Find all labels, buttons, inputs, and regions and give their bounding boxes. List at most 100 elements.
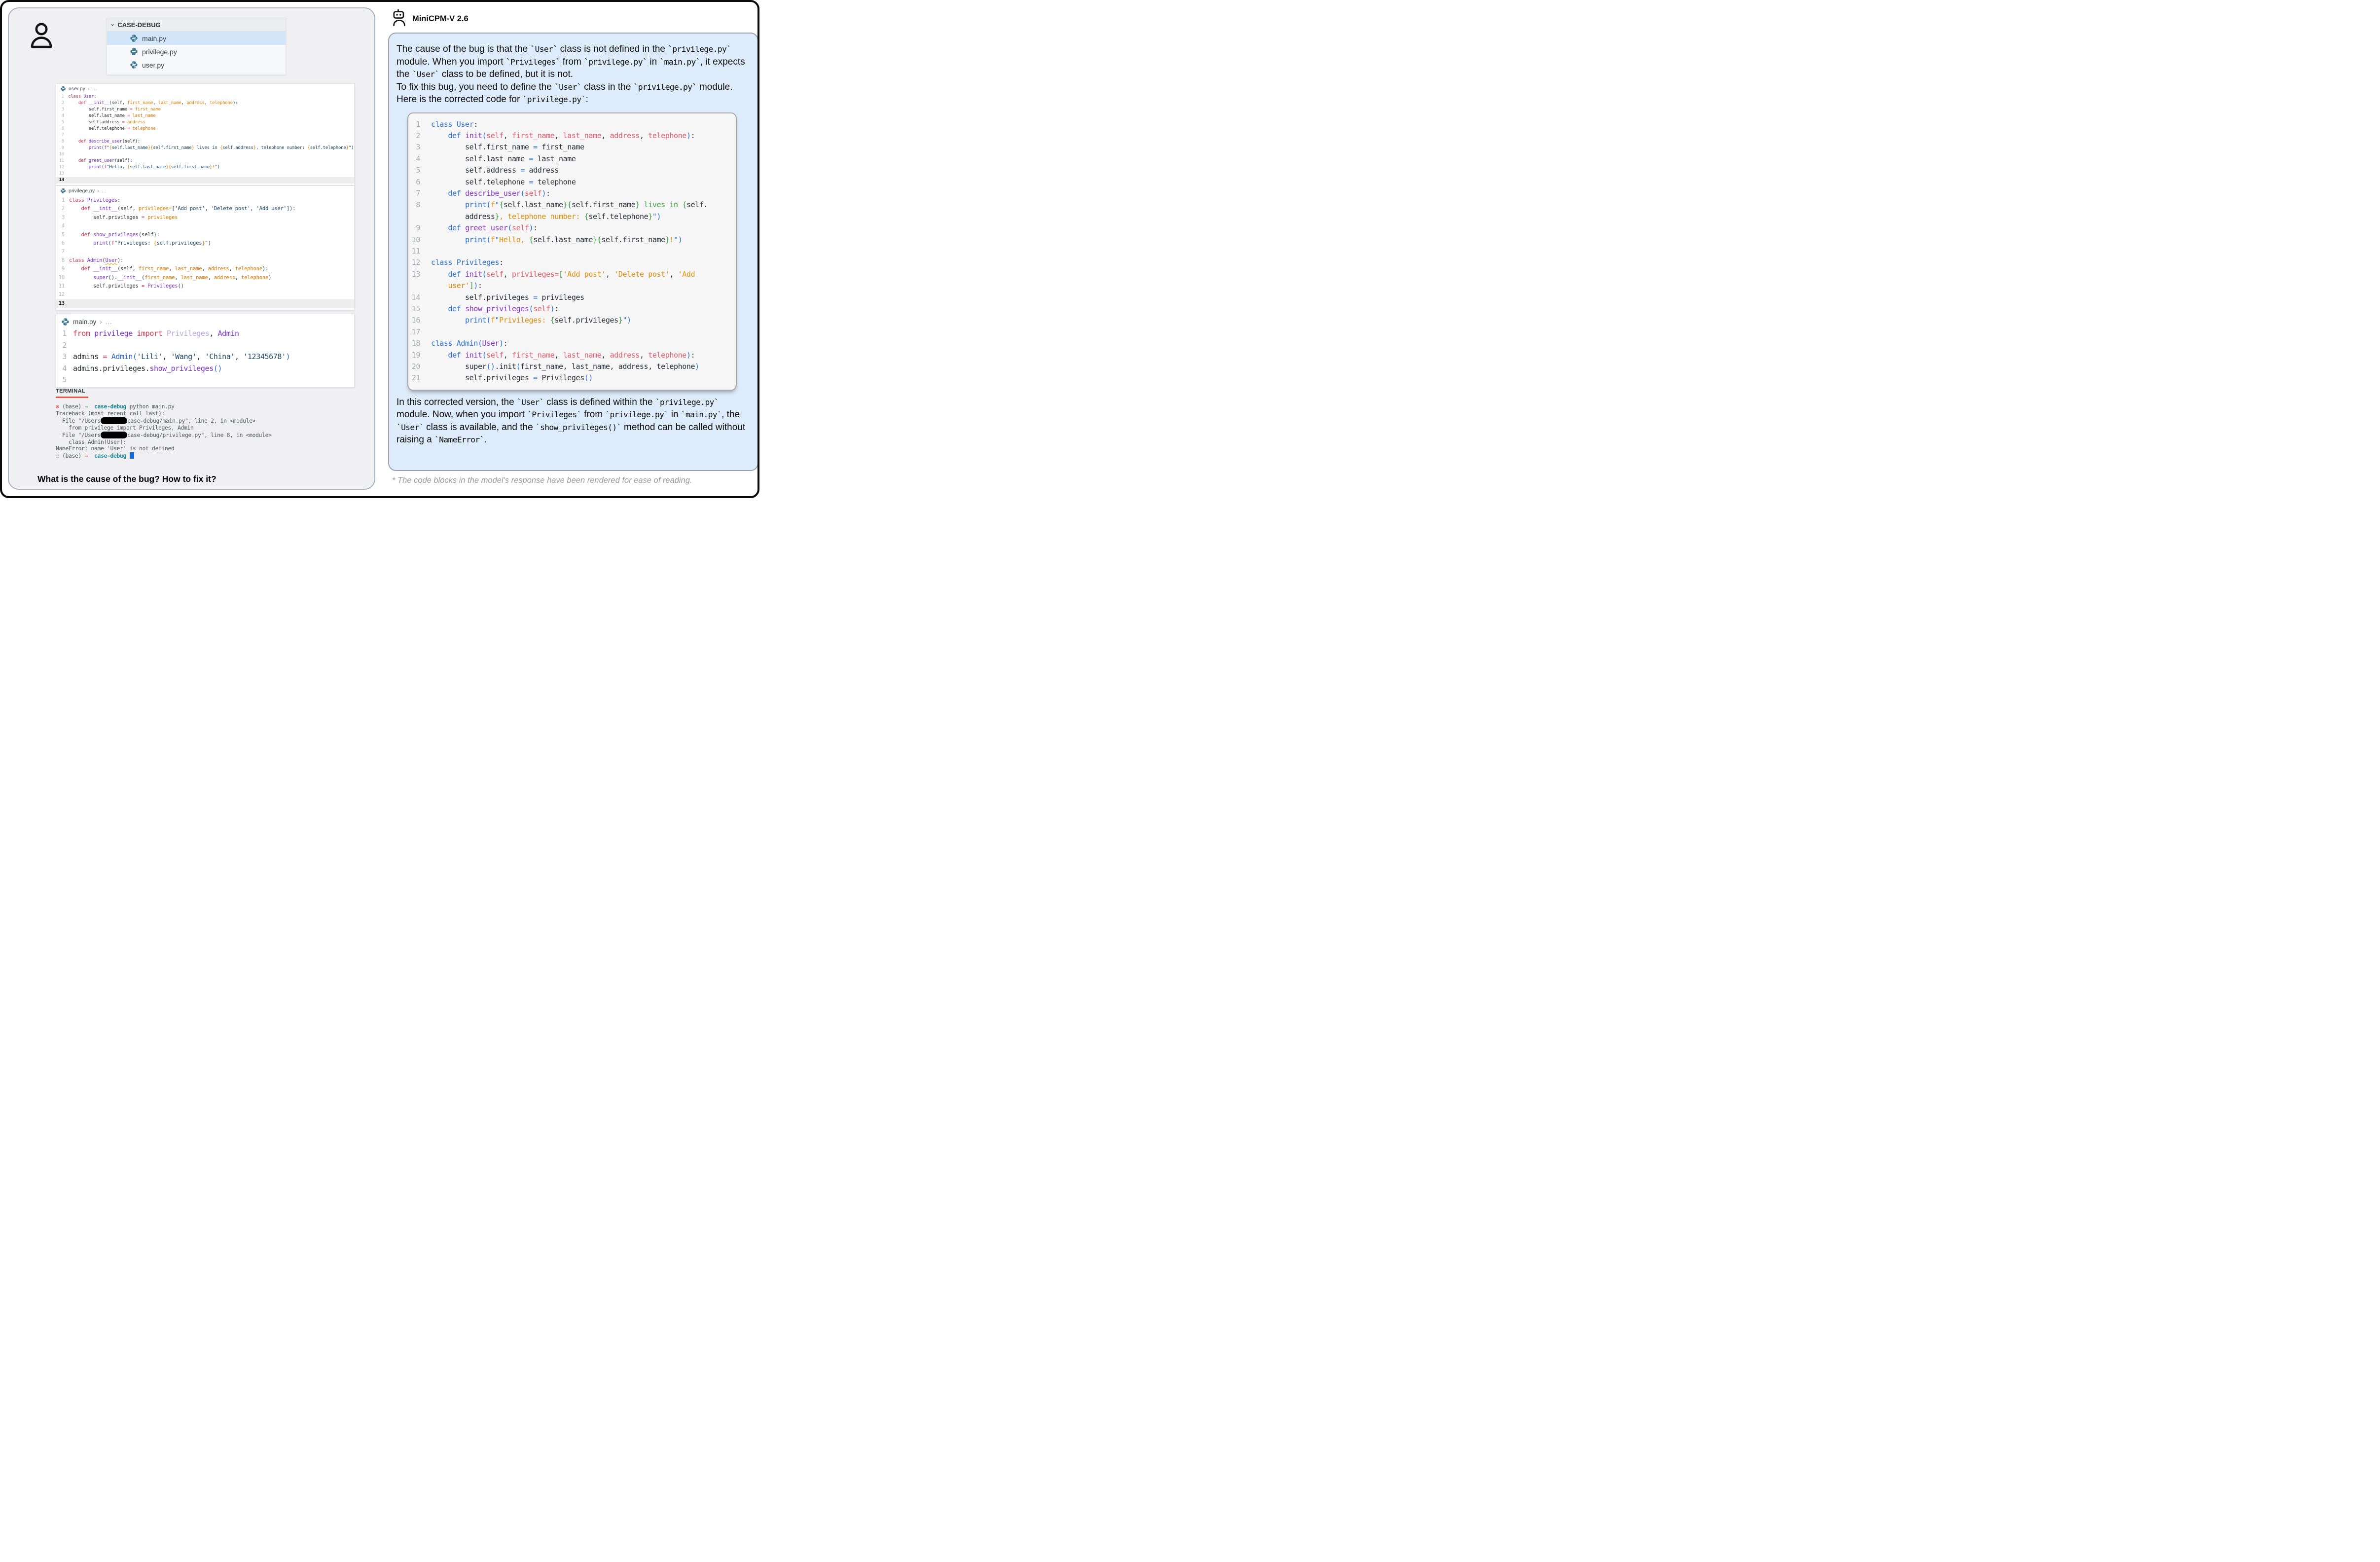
code-line: 9 def __init__(self, first_name, last_na… bbox=[61, 266, 269, 272]
python-icon bbox=[60, 86, 66, 92]
code-line: 8 class Admin(User): bbox=[61, 257, 124, 263]
explorer-file-label: main.py bbox=[142, 34, 167, 42]
terminal-tab-label[interactable]: TERMINAL bbox=[56, 388, 86, 394]
code-line: File "/Users case-debug/privilege.py", li… bbox=[56, 431, 272, 438]
python-icon bbox=[60, 188, 66, 194]
response-paragraph-3: In this corrected version, the `User` cl… bbox=[397, 397, 746, 445]
code-line: 4 self.last_name = last_name bbox=[416, 154, 576, 163]
explorer-root-folder[interactable]: › CASE-DEBUG bbox=[107, 18, 286, 32]
editor-card-main-py: main.py › … 1 from privilege import Privi… bbox=[56, 314, 355, 388]
code-line: NameError: name 'User' is not defined bbox=[56, 445, 175, 452]
code-line: 10​ bbox=[59, 152, 69, 157]
case-panel: › CASE-DEBUG main.py privilege.py user.p… bbox=[8, 7, 375, 490]
code-line: ⊗ (base) → case-debug python main.py bbox=[56, 403, 175, 410]
code-line: 3 self.privileges = privileges bbox=[61, 214, 178, 220]
user-avatar-icon bbox=[29, 21, 54, 52]
response-paragraph-1: The cause of the bug is that the `User` … bbox=[397, 44, 745, 79]
breadcrumb-separator: › bbox=[97, 188, 99, 194]
python-icon bbox=[130, 61, 138, 69]
code-line: 4 self.last_name = last_name bbox=[61, 113, 156, 118]
editor-filename: privilege.py bbox=[69, 188, 95, 194]
code-line: 2 def __init__(self, privileges=['Add po… bbox=[61, 206, 296, 212]
figure-frame: › CASE-DEBUG main.py privilege.py user.p… bbox=[0, 0, 759, 498]
robot-icon bbox=[392, 9, 407, 29]
code-area-user-py: 1 class User: 2 def __init__(self, first_n… bbox=[56, 93, 354, 185]
file-explorer: › CASE-DEBUG main.py privilege.py user.p… bbox=[107, 18, 286, 75]
code-line: 4​ bbox=[61, 223, 69, 229]
explorer-file-list: main.py privilege.py user.py bbox=[107, 32, 286, 72]
code-line: 9 def greet_user(self): bbox=[416, 223, 538, 233]
explorer-file-label: privilege.py bbox=[142, 47, 177, 56]
editor-filename: main.py bbox=[73, 318, 97, 326]
breadcrumb: … bbox=[105, 318, 112, 326]
model-response-bubble: The cause of the bug is that the `User` … bbox=[388, 33, 757, 471]
code-line: 5 self.address = address bbox=[416, 166, 559, 175]
python-icon bbox=[130, 34, 138, 42]
chevron-down-icon: › bbox=[109, 23, 117, 26]
code-line: class Admin(User): bbox=[56, 438, 127, 445]
code-line: 2​ bbox=[62, 340, 73, 350]
code-line: 5​ bbox=[62, 375, 73, 384]
editor-header-main-py: main.py › … bbox=[56, 314, 354, 327]
code-line: 7​ bbox=[61, 133, 68, 138]
model-name: MiniCPM-V 2.6 bbox=[412, 14, 469, 23]
code-area-privilege-py: 1 class Privileges: 2 def __init__(self, p… bbox=[56, 195, 354, 310]
breadcrumb: … bbox=[101, 188, 107, 194]
code-line: 2 def init(self, first_name, last_name, … bbox=[416, 131, 695, 140]
code-line: 13​ bbox=[59, 171, 69, 176]
code-line: 8 print(f"{self.last_name}{self.first_na… bbox=[416, 200, 708, 221]
code-line: 11 def greet_user(self): bbox=[59, 158, 133, 163]
code-line: 15 def show_privileges(self): bbox=[411, 304, 559, 313]
code-line: 16 print(f"Privileges: {self.privileges}… bbox=[411, 316, 631, 325]
code-line: 14​ bbox=[56, 177, 354, 183]
python-icon bbox=[61, 318, 70, 326]
breadcrumb: … bbox=[92, 86, 97, 92]
editor-header-user-py: user.py › … bbox=[56, 84, 354, 93]
code-line: 4 admins.privileges.show_privileges() bbox=[62, 363, 222, 373]
breadcrumb-separator: › bbox=[100, 318, 102, 326]
code-line: 10 print(f"Hello, {self.last_name}{self.… bbox=[411, 235, 683, 244]
code-line: 18 class Admin(User): bbox=[411, 339, 508, 348]
code-line: 2 def __init__(self, first_name, last_na… bbox=[61, 101, 238, 106]
code-line: 10 super().__init__(first_name, last_nam… bbox=[58, 274, 272, 281]
model-header: MiniCPM-V 2.6 bbox=[392, 9, 469, 29]
code-line: 13​ bbox=[56, 299, 354, 308]
code-line: File "/Users case-debug/main.py", line 2,… bbox=[56, 417, 256, 424]
code-line: 6 self.telephone = telephone bbox=[61, 126, 156, 131]
code-line: from privilege import Privileges, Admin bbox=[56, 424, 194, 431]
code-line: 3 self.first_name = first_name bbox=[416, 143, 584, 152]
code-area-main-py: 1 from privilege import Privileges, Admin… bbox=[56, 327, 354, 387]
code-line: 20 super().init(first_name, last_name, a… bbox=[411, 362, 699, 371]
editor-filename: user.py bbox=[69, 86, 85, 92]
code-line: 11 self.privileges = Privileges() bbox=[58, 283, 184, 290]
python-icon bbox=[130, 47, 138, 56]
code-line: 1 class Privileges: bbox=[61, 197, 121, 203]
code-line: 11​ bbox=[411, 246, 432, 255]
code-line: 1 class User: bbox=[416, 119, 478, 129]
code-line: 5 def show_privileges(self): bbox=[61, 231, 160, 238]
code-line: 14 self.privileges = privileges bbox=[411, 292, 584, 302]
code-line: 8 def describe_user(self): bbox=[61, 139, 141, 144]
code-line: 17​ bbox=[411, 327, 432, 336]
code-line: 9 print(f"{self.last_name}{self.first_na… bbox=[61, 145, 354, 150]
terminal-output[interactable]: ⊗ (base) → case-debug python main.py Trac… bbox=[56, 403, 355, 460]
code-line: 7 def describe_user(self): bbox=[416, 188, 550, 198]
response-code-block: 1 class User: 2 def init(self, first_name,… bbox=[407, 112, 737, 391]
code-line: 12 class Privileges: bbox=[411, 258, 504, 267]
editor-card-privilege-py: privilege.py › … 1 class Privileges: 2 def… bbox=[56, 185, 355, 311]
code-line: ○ (base) → case-debug bbox=[56, 452, 355, 460]
explorer-file-privilege.py[interactable]: privilege.py bbox=[107, 45, 286, 58]
editor-header-privilege-py: privilege.py › … bbox=[56, 186, 354, 195]
explorer-root-label: CASE-DEBUG bbox=[117, 21, 161, 29]
explorer-file-user.py[interactable]: user.py bbox=[107, 58, 286, 72]
code-line: 19 def init(self, first_name, last_name,… bbox=[411, 350, 695, 360]
explorer-file-main.py[interactable]: main.py bbox=[107, 32, 286, 45]
breadcrumb-separator: › bbox=[87, 86, 90, 92]
code-line: 3 admins = Admin('Lili', 'Wang', 'China',… bbox=[62, 352, 290, 361]
code-line: 6 self.telephone = telephone bbox=[416, 177, 576, 186]
code-line: 1 class User: bbox=[61, 94, 97, 99]
code-line: 3 self.first_name = first_name bbox=[61, 107, 161, 112]
code-line: 6 print(f"Privileges: {self.privileges}"… bbox=[61, 240, 211, 247]
code-line: 12 print(f"Hello, {self.last_name}{self.… bbox=[59, 165, 220, 170]
editor-card-user-py: user.py › … 1 class User: 2 def __init__(s… bbox=[56, 83, 355, 185]
